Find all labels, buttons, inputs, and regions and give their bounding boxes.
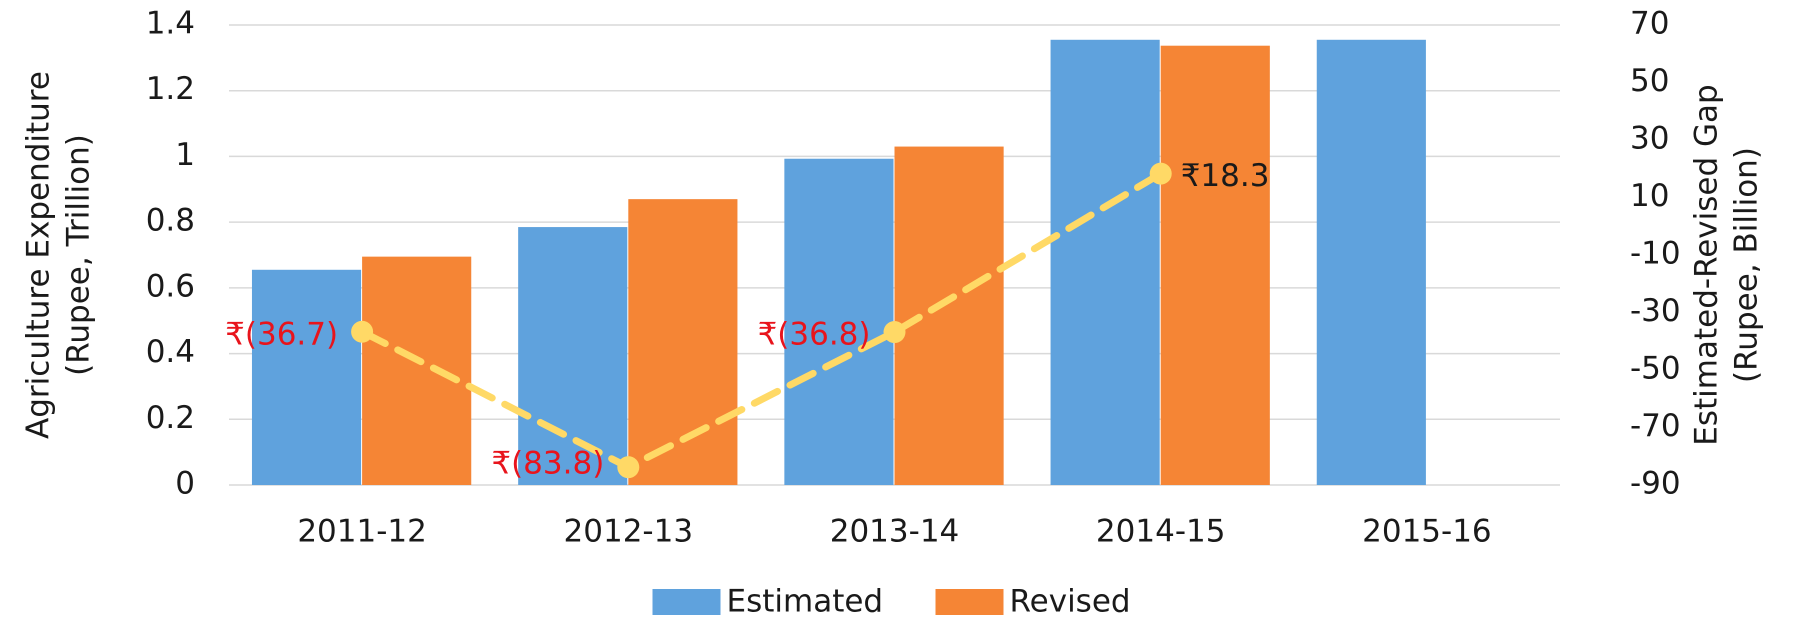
legend-label: Estimated — [727, 584, 884, 620]
y2-tick-label: 10 — [1630, 178, 1669, 214]
data-label: ₹(36.8) — [758, 317, 871, 353]
x-tick-label: 2015-16 — [1362, 514, 1492, 550]
y-tick-label: 0 — [175, 466, 195, 502]
legend-swatch — [935, 589, 1004, 615]
y2-tick-label: 50 — [1630, 63, 1669, 99]
bar — [1316, 39, 1426, 486]
line-marker — [617, 456, 640, 479]
x-tick-label: 2012-13 — [564, 514, 694, 550]
bar — [518, 227, 628, 486]
legend-swatch — [652, 589, 721, 615]
y-tick-label: 0.8 — [146, 203, 195, 239]
y-tick-label: 0.6 — [146, 268, 195, 304]
y-tick-label: 1 — [175, 137, 195, 173]
bar — [362, 256, 472, 485]
y-tick-label: 0.2 — [146, 400, 195, 436]
y-tick-label: 1.4 — [146, 6, 195, 42]
y-axis-title: Agriculture Expenditure — [21, 71, 57, 439]
x-tick-label: 2011-12 — [297, 514, 427, 550]
data-label: ₹(83.8) — [491, 446, 604, 482]
bar — [784, 158, 894, 485]
x-tick-label: 2014-15 — [1096, 514, 1226, 550]
data-label: ₹(36.7) — [225, 316, 338, 352]
y2-tick-label: -30 — [1630, 293, 1681, 329]
y2-tick-label: -90 — [1630, 466, 1681, 502]
y2-tick-label: -70 — [1630, 408, 1681, 444]
line — [358, 170, 1165, 472]
y2-axis-title: Estimated-Revised Gap — [1689, 84, 1725, 445]
y-axis-title: (Rupee, Trillion) — [61, 134, 97, 376]
legend-label: Revised — [1010, 584, 1131, 620]
bar — [894, 146, 1004, 486]
y-tick-label: 1.2 — [146, 71, 195, 107]
y2-tick-label: 30 — [1630, 121, 1669, 157]
data-label: ₹18.3 — [1181, 158, 1270, 194]
bar — [1160, 45, 1270, 485]
y2-axis-title: (Rupee, Billion) — [1729, 147, 1765, 383]
bar — [1050, 39, 1160, 486]
y-tick-label: 0.4 — [146, 334, 195, 370]
line-marker — [351, 320, 374, 343]
y2-tick-label: -10 — [1630, 236, 1681, 272]
bar — [251, 269, 362, 485]
y2-tick-label: 70 — [1630, 6, 1669, 42]
y2-tick-label: -50 — [1630, 351, 1681, 387]
line-marker — [883, 321, 906, 344]
line-marker — [1149, 162, 1172, 185]
x-tick-label: 2013-14 — [830, 514, 960, 550]
